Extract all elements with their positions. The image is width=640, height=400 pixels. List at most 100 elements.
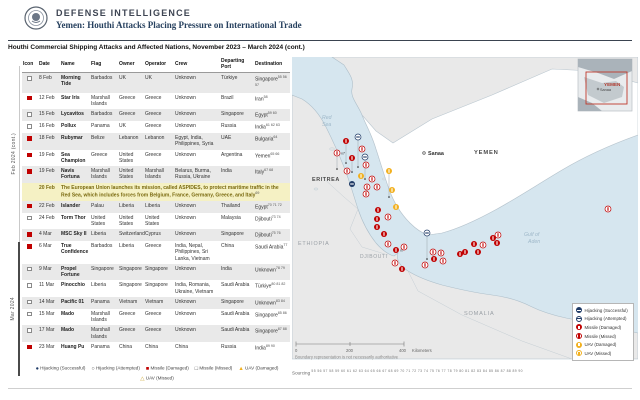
- svg-text:Aden: Aden: [527, 239, 540, 245]
- missile-missed-icon: [27, 124, 32, 129]
- scale-200: 200: [346, 348, 354, 353]
- scale-0: 0: [295, 348, 298, 353]
- table-row: 16 Feb Pollux Panama UK Greece Unknown Russia I…: [22, 121, 290, 134]
- missile-missed-icon: [27, 283, 32, 288]
- red-sea-label: Red: [322, 115, 333, 121]
- month-group-feb: Feb 2024 (cont.): [4, 66, 20, 242]
- yemen-label: YEMEN: [474, 150, 499, 156]
- scale-400: 400: [399, 348, 407, 353]
- table-row: 14 Mar Pacific 01 Panama Vietnam Vietnam Unkn…: [22, 296, 290, 309]
- column-header: Date: [38, 56, 60, 73]
- somalia-label: SOMALIA: [464, 311, 494, 317]
- missile-damaged-icon: [27, 344, 32, 350]
- footer-divider: [8, 388, 632, 389]
- map-panel: Red Sea Gulf of Aden ERITREA ETHIOPIA DJ…: [292, 57, 638, 363]
- dia-seal-logo: [24, 6, 48, 30]
- island: [382, 177, 386, 181]
- legend-symbol: ○: [91, 366, 95, 372]
- month-rail: Feb 2024 (cont.) Mar 2024: [4, 66, 20, 376]
- marker-count-label: x7: [341, 152, 345, 156]
- report-subtitle: Yemen: Houthi Attacks Placing Pressure o…: [56, 20, 302, 30]
- legend-item: ▲ UAV (Damaged): [238, 365, 279, 373]
- legend-symbol: ●: [35, 366, 39, 372]
- table-legend: ● Hijacking (Successful) ○ Hijacking (Att…: [26, 364, 288, 385]
- missile-missed-icon: [27, 215, 32, 221]
- map-legend-item: Hijacking (Successful): [576, 306, 630, 315]
- hs-marker-icon: [576, 307, 582, 314]
- legend-item: □ Missile (Missed): [194, 365, 233, 373]
- event-row: 20 Feb The European Union launches its mi…: [22, 182, 290, 201]
- inset-sanaa-label: Sanaa: [600, 88, 612, 92]
- sanaa-label: Sanaa: [428, 151, 445, 157]
- legend-symbol: △: [140, 376, 145, 383]
- missile-missed-icon: [27, 299, 32, 305]
- section-title: Houthi Commercial Shipping Attacks and A…: [8, 44, 305, 51]
- month-label-mar: Mar 2024: [10, 297, 16, 321]
- legend-symbol: ■: [145, 366, 150, 372]
- sourcing-line: Sourcing 55 56 57 58 59 60 61 62 63 64 6…: [292, 369, 523, 376]
- yemen-area: [361, 68, 638, 236]
- um-marker-icon: [576, 350, 582, 357]
- map-legend-item: Missile (Damaged): [576, 323, 630, 332]
- column-header: Operator: [144, 56, 174, 73]
- inset-yemen-label: YEMEN: [604, 82, 621, 87]
- sourcing-label: Sourcing: [292, 370, 311, 376]
- svg-text:Sea: Sea: [322, 122, 331, 128]
- table-row: 11 Mar Pinocchio Liberia Singapore Singapore…: [22, 280, 290, 297]
- eritrea-border: [321, 176, 359, 210]
- table-row: 18 Feb Rubymar Belize Lebanon Lebanon Egypt, …: [22, 133, 290, 150]
- island: [329, 147, 335, 151]
- column-header: Destination: [254, 56, 290, 73]
- column-header: Icon: [22, 56, 38, 73]
- missile-damaged-icon: [27, 203, 32, 209]
- table-row: 15 Mar Mado Marshall Islands Greece Greece Un…: [22, 308, 290, 326]
- sanaa-city-marker: [422, 151, 426, 155]
- table-row: 4 Mar MSC Sky II Liberia Switzerland Cyprus U…: [22, 229, 290, 242]
- brand-title: DEFENSE INTELLIGENCE: [56, 8, 192, 18]
- map-legend-item: UAV (Damaged): [576, 340, 630, 349]
- djibouti-label: DJIBOUTI: [360, 254, 388, 260]
- sanaa-city-dot: [423, 152, 425, 154]
- missile-damaged-icon: [27, 95, 32, 101]
- table-row: 22 Feb Islander Palau Liberia Liberia Unknown…: [22, 200, 290, 213]
- missile-damaged-icon: [27, 232, 32, 237]
- inset-map: YEMEN Sanaa: [577, 58, 633, 112]
- legend-item: ■ Missile (Damaged): [145, 365, 189, 373]
- missile-damaged-icon: [27, 152, 32, 158]
- map-legend-item: Hijacking (Attempted): [576, 315, 630, 324]
- map-legend-item: Missile (Missed): [576, 332, 630, 341]
- missile-missed-icon: [27, 112, 32, 117]
- legend-item: ● Hijacking (Successful): [35, 365, 86, 373]
- month-label-feb: Feb 2024 (cont.): [11, 133, 17, 175]
- ha-marker-icon: [576, 315, 582, 322]
- island: [313, 187, 319, 191]
- ethiopia-label: ETHIOPIA: [298, 241, 330, 247]
- column-header: Owner: [118, 56, 144, 73]
- map-legend-item: UAV (Missed): [576, 349, 630, 358]
- missile-missed-icon: [27, 76, 32, 81]
- missile-damaged-icon: [27, 169, 32, 174]
- column-header: Departing Port: [220, 56, 254, 73]
- legend-symbol: ▲: [238, 366, 244, 372]
- missile-missed-icon: [27, 328, 32, 333]
- legend-symbol: □: [194, 366, 199, 372]
- column-header: Crew: [174, 56, 220, 73]
- map-legend: Hijacking (Successful) Hijacking (Attempt…: [572, 303, 634, 361]
- scale-bar: [295, 341, 405, 347]
- missile-damaged-icon: [27, 136, 32, 141]
- ud-marker-icon: [576, 341, 582, 348]
- attack-table-body: 8 Feb Morning Tide Barbados UK UK Unknown Türk…: [22, 72, 290, 354]
- marker-count-label: x7: [400, 249, 404, 253]
- table-header-row: Icon Date Name Flag Owner Operator Crew Departi…: [22, 56, 290, 73]
- djibouti-border: [349, 208, 389, 256]
- table-row: 19 Feb Navis Fortuna Marshall Islands Unite…: [22, 166, 290, 183]
- ethiopia-somalia-border: [407, 270, 573, 360]
- eritrea-label: ERITREA: [312, 177, 340, 183]
- scale-unit: Kilometers: [412, 348, 432, 353]
- table-row: 19 Feb Sea Champion Greece United States Gre…: [22, 149, 290, 167]
- legend-item: △ UAV (Missed): [140, 375, 174, 383]
- table-row: 15 Feb Lycavitos Barbados Greece Greece Unkno…: [22, 109, 290, 122]
- africa-landmass: [292, 94, 638, 360]
- table-row: 8 Feb Morning Tide Barbados UK UK Unknown Türk…: [22, 72, 290, 93]
